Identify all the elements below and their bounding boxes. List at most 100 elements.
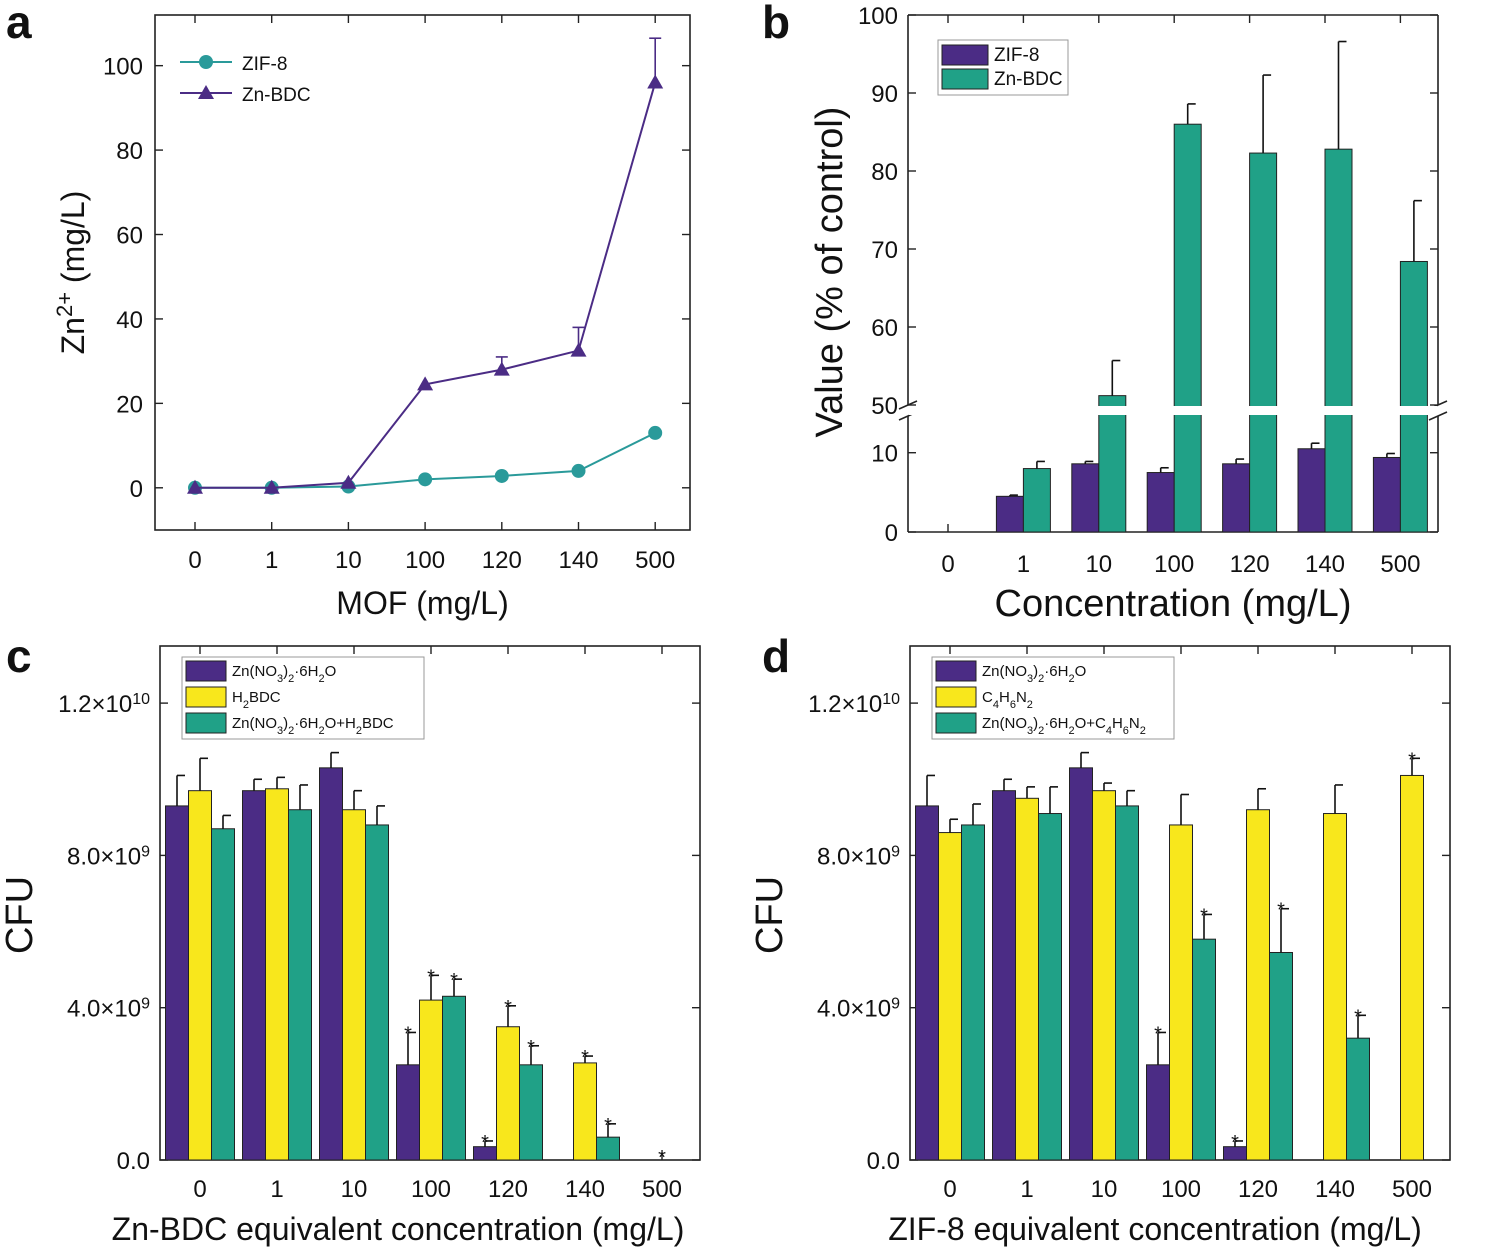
y-axis-title: CFU — [0, 876, 41, 954]
legend-label: ZIF-8 — [994, 45, 1039, 66]
bar — [938, 832, 962, 1161]
y-tick-label: 20 — [116, 391, 143, 418]
bar — [1015, 797, 1039, 1161]
y-tick-label: 8.0×109 — [817, 843, 900, 871]
y-tick-label: 0 — [130, 476, 143, 503]
significance-star: * — [1200, 905, 1208, 927]
significance-star: * — [1154, 1023, 1162, 1045]
significance-star: * — [481, 1132, 489, 1154]
bar — [165, 805, 189, 1161]
data-point — [263, 479, 280, 494]
y-tick-label: 0.0 — [117, 1148, 150, 1175]
y-tick-label: 60 — [116, 223, 143, 250]
significance-star: * — [450, 970, 458, 992]
data-point — [493, 361, 510, 376]
x-tick-label: 0 — [188, 547, 201, 574]
y-tick-label: 100 — [103, 54, 143, 81]
y-tick-label: 70 — [871, 237, 898, 264]
significance-star: * — [604, 1115, 612, 1137]
data-point — [494, 468, 509, 483]
legend-label: C4H6N2 — [982, 689, 1033, 711]
series-line — [195, 82, 657, 489]
y-tick-label: 60 — [871, 315, 898, 342]
bar — [1297, 448, 1326, 533]
x-tick-label: 1 — [270, 1176, 283, 1203]
bar — [419, 999, 443, 1161]
bar — [992, 790, 1016, 1161]
bar — [1400, 774, 1424, 1161]
legend-label: Zn(NO3)2·6H2O — [982, 663, 1086, 685]
bar — [573, 1062, 597, 1161]
y-tick-label: 80 — [116, 138, 143, 165]
bar — [1092, 790, 1116, 1161]
x-tick-label: 500 — [635, 547, 675, 574]
x-tick-label: 10 — [1091, 1176, 1118, 1203]
x-tick-label: 500 — [1380, 551, 1420, 578]
significance-star: * — [1231, 1132, 1239, 1154]
x-tick-label: 100 — [1154, 551, 1194, 578]
bar — [1269, 951, 1293, 1161]
legend-swatch — [935, 660, 977, 682]
x-tick-label: 0 — [193, 1176, 206, 1203]
bar — [1346, 1037, 1370, 1161]
x-tick-label: 10 — [1085, 551, 1112, 578]
bar — [1069, 767, 1093, 1161]
bar — [442, 995, 466, 1161]
bar — [1146, 1064, 1170, 1161]
legend-label: Zn-BDC — [994, 69, 1063, 90]
bar — [1222, 463, 1251, 533]
y-tick-label: 40 — [116, 307, 143, 334]
bar — [519, 1064, 543, 1161]
break-mark-right — [1428, 411, 1448, 421]
significance-star: * — [404, 1023, 412, 1045]
panel-b-bar-chart: 0 10 50 60 70 80 90 100 0 1 10 100 120 140 500 Concentr… — [809, 3, 1448, 625]
legend-label: Zn-BDC — [242, 85, 311, 106]
x-tick-label: 0 — [941, 551, 954, 578]
panel-a-line-chart: 0 20 40 60 80 100 0 1 10 100 120 140 500 MOF (mg/L) Zn… — [52, 14, 691, 621]
bar — [396, 1064, 420, 1161]
data-point — [648, 425, 663, 440]
x-tick-label: 140 — [1305, 551, 1345, 578]
legend-swatch — [935, 712, 977, 734]
data-point — [647, 74, 664, 89]
bar — [1098, 395, 1127, 533]
x-tick-label: 120 — [1238, 1176, 1278, 1203]
bar — [211, 828, 235, 1161]
y-tick-label: 4.0×109 — [67, 995, 150, 1023]
x-tick-label: 120 — [482, 547, 522, 574]
y-tick-label: 0 — [885, 520, 898, 547]
bar — [1071, 463, 1100, 533]
bar — [1115, 805, 1139, 1161]
legend-label: Zn(NO3)2·6H2O — [232, 663, 336, 685]
x-tick-label: 140 — [1315, 1176, 1355, 1203]
plot-frame — [154, 14, 691, 531]
x-tick-label: 10 — [341, 1176, 368, 1203]
x-tick-label: 1 — [1017, 551, 1030, 578]
bar — [1323, 813, 1347, 1161]
bar — [242, 790, 266, 1161]
significance-star: * — [658, 1147, 666, 1169]
panel-d-bar-chart: 0.0 4.0×109 8.0×109 1.2×1010 0 1 10 100 120 140 50… — [749, 645, 1451, 1247]
bar — [319, 767, 343, 1161]
x-axis-title: MOF (mg/L) — [336, 585, 508, 621]
data-point — [571, 463, 586, 478]
data-point — [340, 474, 357, 489]
bar — [1324, 148, 1353, 533]
bar — [342, 809, 366, 1161]
panel-letter-d: d — [762, 630, 790, 682]
significance-star: * — [527, 1037, 535, 1059]
significance-star: * — [581, 1047, 589, 1069]
legend-swatch — [941, 44, 989, 66]
x-tick-label: 500 — [642, 1176, 682, 1203]
legend-label: ZIF-8 — [242, 54, 287, 75]
y-tick-label: 90 — [871, 81, 898, 108]
x-tick-label: 100 — [411, 1176, 451, 1203]
legend-swatch — [935, 686, 977, 708]
bar — [596, 1136, 620, 1161]
data-point — [187, 479, 203, 494]
bar — [1146, 472, 1175, 533]
bar — [1022, 468, 1051, 533]
x-tick-label: 1 — [265, 547, 278, 574]
panel-letter-c: c — [6, 630, 32, 682]
axis-break-gap — [909, 406, 1437, 415]
